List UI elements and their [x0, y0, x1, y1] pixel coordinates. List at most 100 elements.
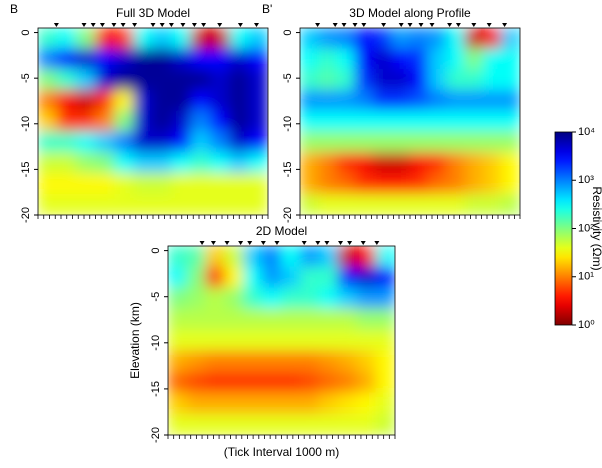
cell	[375, 246, 395, 268]
cell	[152, 69, 173, 91]
station	[99, 23, 105, 27]
cell	[375, 287, 395, 310]
station	[81, 23, 87, 27]
cell	[317, 69, 338, 91]
station	[315, 23, 321, 27]
cell	[262, 350, 282, 373]
cell	[464, 48, 484, 71]
cell	[391, 28, 411, 50]
cell	[133, 69, 154, 91]
cell	[114, 28, 135, 50]
cell	[446, 69, 466, 91]
cell	[248, 110, 268, 133]
cell	[168, 413, 188, 435]
cell	[114, 131, 135, 154]
station	[352, 23, 358, 27]
cell	[375, 350, 395, 373]
cell	[464, 152, 484, 174]
cell	[171, 28, 192, 50]
cell	[299, 350, 320, 373]
cell	[168, 350, 188, 373]
y-tick-label: 0	[150, 248, 162, 254]
cell	[95, 193, 116, 215]
cell	[501, 131, 520, 154]
cell	[446, 152, 466, 174]
cell	[356, 350, 377, 373]
cell	[281, 308, 301, 331]
cell	[337, 371, 358, 394]
y-tick-label: -10	[20, 116, 32, 132]
cell	[482, 48, 503, 71]
cell	[356, 371, 377, 394]
cell	[375, 308, 395, 331]
station	[455, 23, 461, 27]
cell	[133, 89, 154, 112]
cell	[317, 152, 338, 174]
cell	[300, 131, 319, 154]
station	[429, 23, 435, 27]
cell	[318, 350, 339, 373]
y-tick-label: -20	[150, 427, 162, 443]
cell	[133, 193, 154, 215]
cell	[317, 172, 338, 195]
cell	[168, 329, 188, 352]
cell	[75, 48, 96, 71]
cell	[464, 69, 484, 91]
station	[324, 241, 330, 245]
cell	[337, 246, 358, 268]
cell	[391, 131, 411, 154]
cell	[372, 152, 393, 174]
cell	[336, 152, 356, 174]
cell	[243, 308, 264, 331]
station	[398, 23, 404, 27]
station	[159, 23, 165, 27]
cell	[210, 28, 231, 50]
station	[247, 241, 253, 245]
station	[201, 23, 207, 27]
station	[210, 241, 216, 245]
cell	[300, 48, 319, 71]
cell	[356, 246, 377, 268]
cell	[501, 193, 520, 215]
cell	[464, 28, 484, 50]
cell	[205, 329, 226, 352]
cell	[243, 392, 264, 415]
cell	[501, 89, 520, 112]
station	[315, 241, 321, 245]
cell	[210, 48, 231, 71]
cell	[205, 287, 226, 310]
cell	[446, 89, 466, 112]
cell	[248, 28, 268, 50]
cell	[372, 89, 393, 112]
cell	[38, 193, 58, 215]
station	[238, 241, 244, 245]
panel-title: Full 3D Model	[116, 6, 190, 20]
cell	[446, 110, 466, 133]
cell	[409, 152, 429, 174]
cell	[262, 413, 282, 435]
cell	[299, 371, 320, 394]
cell	[281, 266, 301, 289]
cell	[243, 329, 264, 352]
cell	[190, 131, 211, 154]
cell	[427, 69, 448, 91]
cell	[372, 48, 393, 71]
station	[111, 23, 117, 27]
cell	[409, 193, 429, 215]
cell	[38, 172, 58, 195]
cell	[171, 89, 192, 112]
cell	[446, 193, 466, 215]
cell	[356, 287, 377, 310]
cell	[262, 308, 282, 331]
cell	[229, 131, 250, 154]
cell	[464, 172, 484, 195]
cell	[427, 48, 448, 71]
cell	[205, 350, 226, 373]
cell	[391, 89, 411, 112]
cell	[354, 48, 374, 71]
cell	[205, 266, 226, 289]
y-tick-label: -5	[282, 73, 294, 83]
station	[53, 23, 59, 27]
cell	[190, 152, 211, 174]
cell	[190, 89, 211, 112]
